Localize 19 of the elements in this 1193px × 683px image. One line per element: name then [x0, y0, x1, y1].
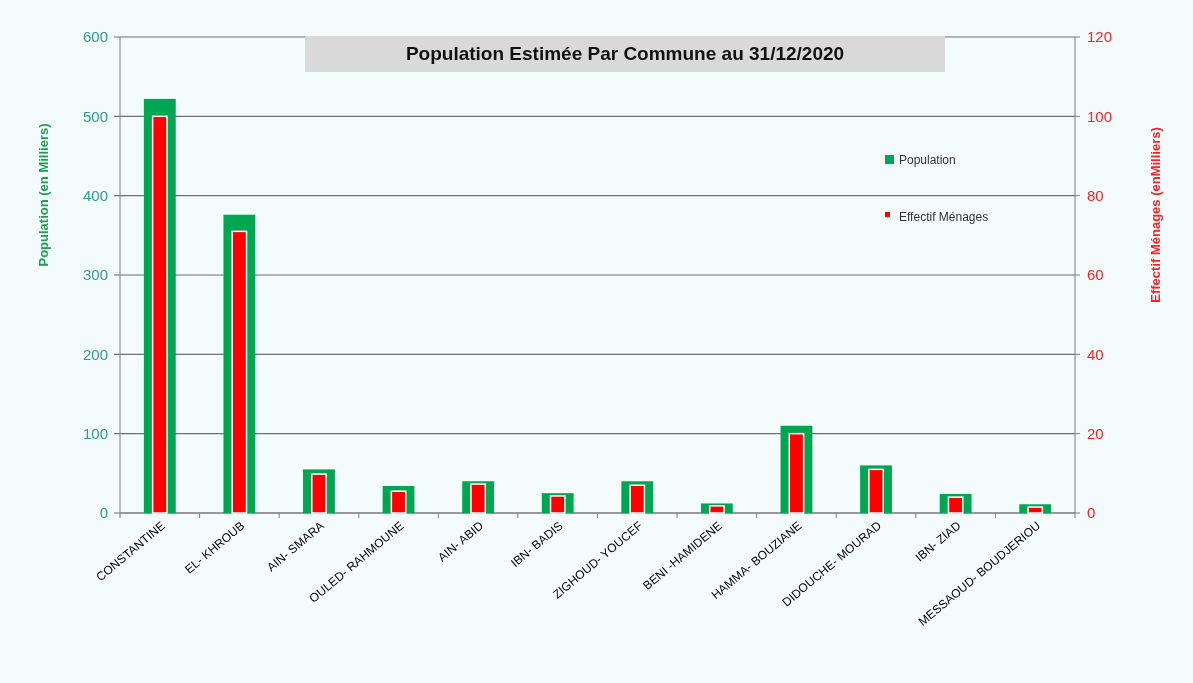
- y-tick-label: 300: [82, 266, 108, 284]
- y2-axis-title: Effectif Ménages (enMilliers): [1148, 127, 1163, 303]
- y2-tick-label: 40: [1087, 345, 1104, 363]
- legend-label: Effectif Ménages: [899, 210, 989, 225]
- y-axis-title: Population (en Milliers): [36, 123, 51, 267]
- y-tick-label: 0: [99, 504, 108, 522]
- y-tick-label: 500: [82, 107, 108, 125]
- y2-tick-label: 60: [1087, 266, 1104, 284]
- y2-tick-label: 80: [1087, 186, 1104, 204]
- y-tick-label: 200: [82, 345, 108, 363]
- y-tick-label: 400: [82, 186, 108, 204]
- y-tick-label: 600: [82, 28, 108, 46]
- y2-tick-label: 120: [1087, 28, 1113, 46]
- y-tick-label: 100: [82, 424, 108, 442]
- y2-tick-label: 20: [1087, 424, 1104, 442]
- y2-tick-label: 100: [1087, 107, 1113, 125]
- y2-tick-label: 0: [1087, 504, 1096, 522]
- legend-label: Population: [899, 153, 956, 168]
- chart-title: Population Estimée Par Commune au 31/12/2020: [405, 43, 845, 64]
